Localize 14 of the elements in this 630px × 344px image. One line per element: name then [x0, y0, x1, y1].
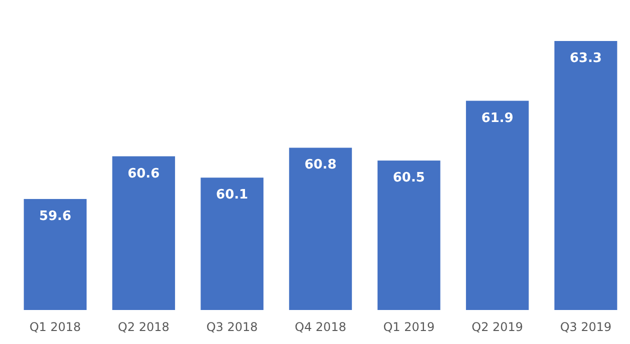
data-label: 60.5	[392, 170, 425, 186]
x-tick-label: Q3 2019	[560, 320, 612, 334]
x-tick-label: Q2 2018	[118, 320, 170, 334]
data-label: 60.6	[128, 166, 160, 182]
data-label: 60.1	[216, 188, 248, 203]
x-tick-label: Q1 2019	[383, 320, 435, 334]
x-tick-label: Q2 2019	[472, 320, 524, 334]
data-label: 59.6	[39, 208, 72, 224]
x-tick-label: Q1 2018	[29, 320, 81, 334]
data-label: 63.3	[570, 51, 602, 66]
x-tick-label: Q3 2018	[206, 320, 258, 334]
data-label: 61.9	[481, 110, 514, 126]
data-label: 60.8	[304, 158, 337, 173]
x-tick-label: Q4 2018	[294, 320, 346, 334]
